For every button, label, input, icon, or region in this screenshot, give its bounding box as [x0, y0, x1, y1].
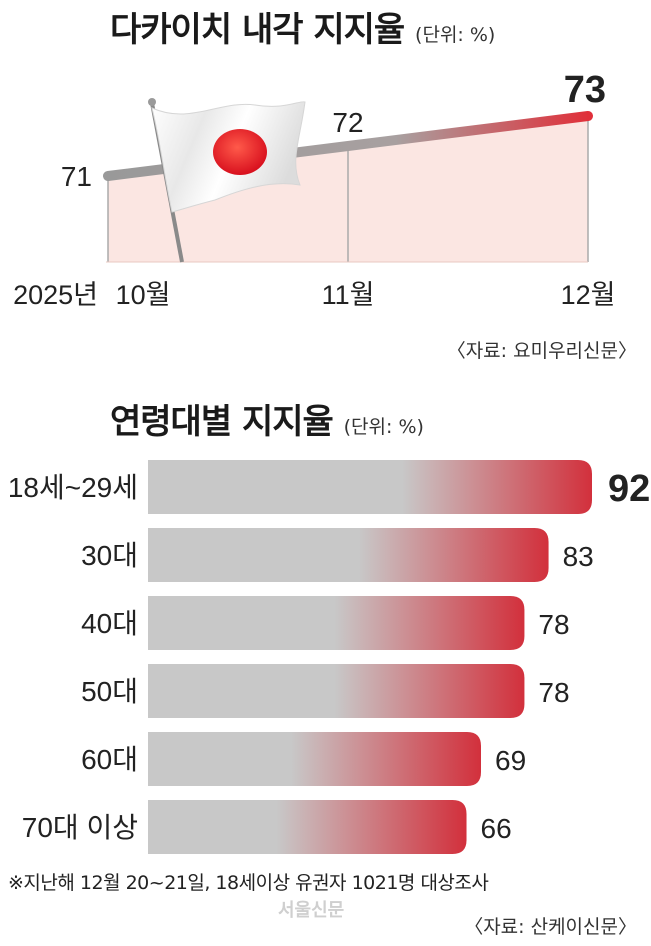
bar-category-label: 18세~29세: [8, 472, 138, 503]
bar-2: [148, 528, 549, 582]
bar-chart-unit: (단위: %): [343, 416, 424, 438]
age-bar-chart: 18세~29세 92 30대 83 40대 78 50대 78 60대 69 70대 이상 66: [8, 460, 650, 854]
x-tick-label: 11월: [322, 280, 375, 310]
bar-category-label: 70대 이상: [22, 812, 138, 843]
bar-category-label: 30대: [81, 540, 138, 571]
bar-value-label: 78: [538, 677, 569, 708]
x-tick-label: 12월: [561, 280, 616, 310]
bar-category-label: 60대: [81, 744, 138, 775]
bar-chart-source: 〈자료: 산케이신문〉: [464, 916, 637, 938]
line-chart-title: 다카이치 내각 지지율 (단위: %): [110, 10, 496, 50]
line-value-label: 71: [61, 161, 92, 192]
bar-value-label: 78: [538, 609, 569, 640]
bar-value-label: 66: [481, 813, 512, 844]
line-value-label: 72: [332, 107, 363, 138]
bar-category-label: 40대: [81, 608, 138, 639]
approval-line-chart: 2025년 10월 11월 12월 71 72 73: [13, 69, 616, 310]
bar-6: [148, 800, 467, 854]
line-chart-unit: (단위: %): [415, 24, 496, 46]
bar-3: [148, 596, 525, 650]
japan-flag-icon: [148, 98, 306, 263]
bar-value-label: 83: [563, 541, 594, 572]
bar-chart-title: 연령대별 지지율 (단위: %): [110, 402, 424, 442]
bar-5: [148, 732, 481, 786]
year-label: 2025년: [13, 280, 98, 310]
bar-1: [148, 460, 592, 514]
footnote: ※지난해 12월 20~21일, 18세이상 유권자 1021명 대상조사: [8, 872, 489, 894]
bar-category-label: 50대: [81, 676, 138, 707]
line-chart-source: 〈자료: 요미우리신문〉: [446, 340, 637, 362]
x-tick-label: 10월: [116, 280, 171, 310]
watermark-logo: 서울신문: [278, 900, 345, 921]
bar-4: [148, 664, 525, 718]
line-value-label: 73: [564, 69, 606, 111]
bar-value-label: 92: [608, 468, 650, 510]
bar-value-label: 69: [495, 745, 526, 776]
